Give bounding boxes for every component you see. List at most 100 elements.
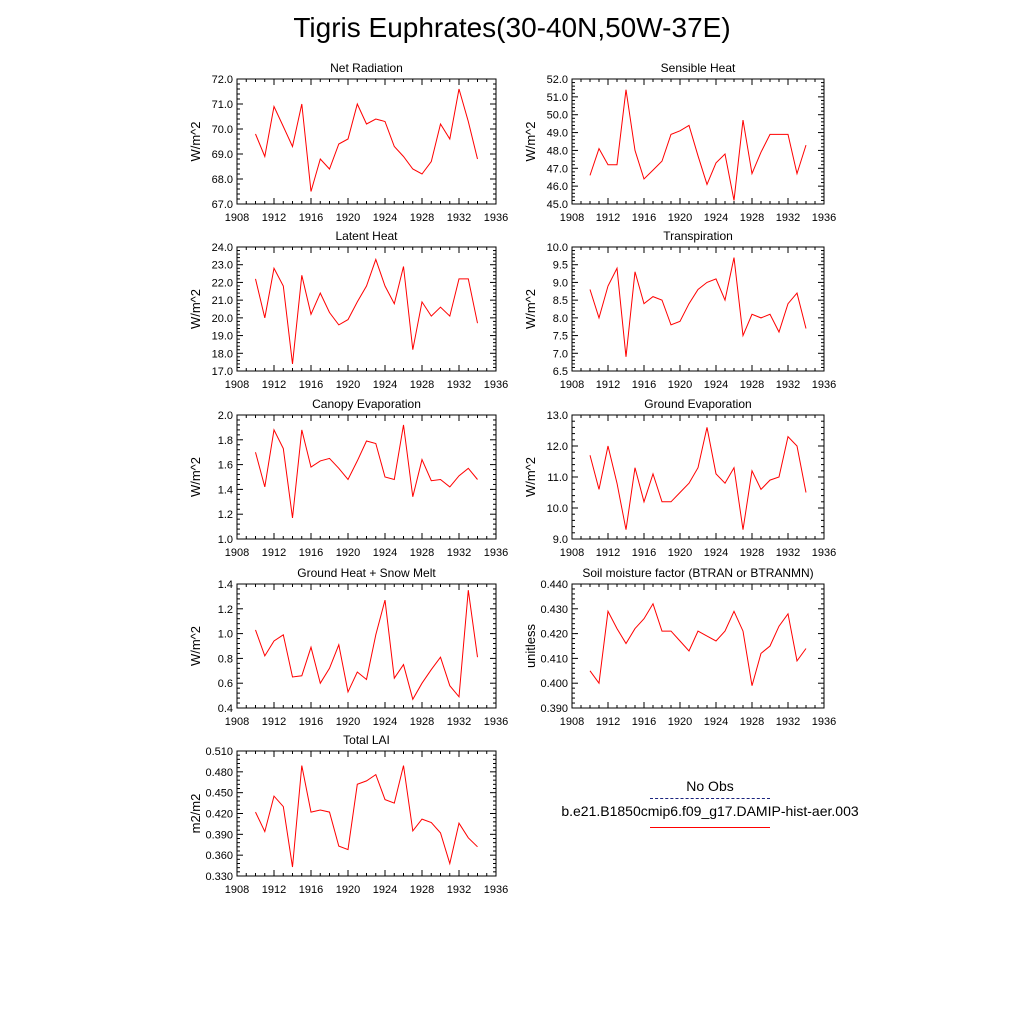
- y-tick-label: 0.390: [540, 703, 568, 715]
- y-tick-label: 13.0: [547, 410, 568, 422]
- x-tick-label: 1928: [740, 547, 764, 559]
- x-tick-label: 1908: [225, 547, 249, 559]
- chart-panel: Net Radiation W/m^2 1908 1912 1916 1920 1924 19…: [188, 61, 508, 224]
- x-tick-label: 1920: [336, 547, 360, 559]
- y-tick-label: 52.0: [547, 74, 568, 86]
- y-tick-label: 7.0: [553, 348, 568, 360]
- x-tick-label: 1936: [484, 212, 508, 224]
- series-line: [255, 424, 478, 518]
- x-tick-label: 1916: [632, 547, 656, 559]
- y-tick-label: 1.2: [218, 604, 233, 616]
- x-tick-label: 1924: [373, 379, 397, 391]
- x-tick-label: 1920: [336, 212, 360, 224]
- y-axis-label: W/m^2: [523, 121, 538, 161]
- y-tick-label: 11.0: [547, 472, 568, 484]
- y-tick-label: 0.430: [540, 604, 568, 616]
- x-tick-label: 1928: [410, 212, 434, 224]
- x-tick-label: 1920: [336, 716, 360, 728]
- y-tick-label: 1.4: [218, 579, 233, 591]
- x-tick-label: 1932: [447, 212, 471, 224]
- series-line: [255, 88, 478, 192]
- y-tick-label: 1.0: [218, 534, 233, 546]
- y-tick-label: 0.4: [218, 703, 233, 715]
- x-tick-label: 1912: [596, 212, 620, 224]
- x-tick-label: 1916: [632, 716, 656, 728]
- x-tick-label: 1912: [262, 212, 286, 224]
- plot-frame: [236, 750, 497, 877]
- x-tick-label: 1908: [225, 212, 249, 224]
- x-tick-label: 1912: [596, 379, 620, 391]
- y-tick-label: 68.0: [212, 174, 233, 186]
- plot-frame: [571, 78, 825, 205]
- x-tick-label: 1916: [632, 212, 656, 224]
- y-tick-label: 45.0: [547, 199, 568, 211]
- y-tick-label: 17.0: [212, 366, 233, 378]
- y-tick-label: 10.0: [547, 242, 568, 254]
- x-tick-label: 1928: [410, 716, 434, 728]
- x-tick-label: 1932: [776, 547, 800, 559]
- x-tick-label: 1920: [336, 884, 360, 896]
- x-tick-label: 1924: [373, 884, 397, 896]
- x-tick-label: 1932: [447, 547, 471, 559]
- y-axis-label: W/m^2: [188, 289, 203, 329]
- y-tick-label: 48.0: [547, 145, 568, 157]
- legend-obs-line: [650, 798, 770, 799]
- y-tick-label: 49.0: [547, 128, 568, 140]
- panel-title: Ground Evaporation: [644, 397, 751, 411]
- y-tick-label: 22.0: [212, 277, 233, 289]
- y-tick-label: 0.360: [205, 850, 233, 862]
- x-tick-label: 1932: [776, 212, 800, 224]
- x-tick-label: 1912: [262, 379, 286, 391]
- x-tick-label: 1924: [373, 212, 397, 224]
- y-tick-label: 1.6: [218, 460, 233, 472]
- chart-panel: Sensible Heat W/m^2 1908 1912 1916 1920 1924 19…: [523, 61, 836, 224]
- y-tick-label: 9.5: [553, 260, 568, 272]
- series-line: [589, 427, 807, 530]
- y-tick-label: 72.0: [212, 74, 233, 86]
- y-tick-label: 0.420: [205, 809, 233, 821]
- y-tick-label: 0.400: [540, 678, 568, 690]
- y-tick-label: 70.0: [212, 124, 233, 136]
- y-tick-label: 69.0: [212, 149, 233, 161]
- series-line: [255, 257, 478, 364]
- y-axis-label: W/m^2: [188, 121, 203, 161]
- y-tick-label: 50.0: [547, 110, 568, 122]
- y-axis-label: unitless: [523, 623, 538, 668]
- y-tick-label: 0.330: [205, 871, 233, 883]
- x-tick-label: 1924: [373, 716, 397, 728]
- x-tick-label: 1936: [812, 547, 836, 559]
- x-tick-label: 1908: [560, 716, 584, 728]
- y-axis-label: W/m^2: [523, 289, 538, 329]
- x-tick-label: 1916: [299, 212, 323, 224]
- panel-title: Soil moisture factor (BTRAN or BTRANMN): [582, 566, 813, 580]
- legend-model-label: b.e21.B1850cmip6.f09_g17.DAMIP-hist-aer.…: [561, 803, 859, 819]
- panel-title: Total LAI: [343, 733, 390, 747]
- series-line: [255, 765, 478, 868]
- y-tick-label: 12.0: [547, 441, 568, 453]
- chart-panel: Total LAI m2/m2 1908 1912 1916 1920 1924 1928 19…: [188, 733, 508, 896]
- x-tick-label: 1924: [373, 547, 397, 559]
- y-tick-label: 23.0: [212, 260, 233, 272]
- legend-obs-label: No Obs: [686, 778, 734, 794]
- x-tick-label: 1908: [225, 716, 249, 728]
- x-tick-label: 1920: [668, 212, 692, 224]
- chart-panel: Canopy Evaporation W/m^2 1908 1912 1916 1920 1…: [188, 397, 508, 559]
- panel-title: Sensible Heat: [661, 61, 736, 75]
- series-line: [255, 590, 478, 701]
- x-tick-label: 1908: [560, 379, 584, 391]
- x-tick-label: 1916: [299, 547, 323, 559]
- x-tick-label: 1916: [299, 884, 323, 896]
- y-tick-label: 0.440: [540, 579, 568, 591]
- legend: No Obs b.e21.B1850cmip6.f09_g17.DAMIP-hi…: [530, 778, 890, 828]
- y-tick-label: 19.0: [212, 331, 233, 343]
- x-tick-label: 1916: [299, 716, 323, 728]
- x-tick-label: 1908: [225, 379, 249, 391]
- x-tick-label: 1912: [262, 547, 286, 559]
- y-tick-label: 10.0: [547, 503, 568, 515]
- x-tick-label: 1920: [668, 379, 692, 391]
- x-tick-label: 1908: [560, 547, 584, 559]
- x-tick-label: 1932: [447, 379, 471, 391]
- x-tick-label: 1928: [410, 547, 434, 559]
- x-tick-label: 1932: [776, 379, 800, 391]
- x-tick-label: 1924: [704, 547, 728, 559]
